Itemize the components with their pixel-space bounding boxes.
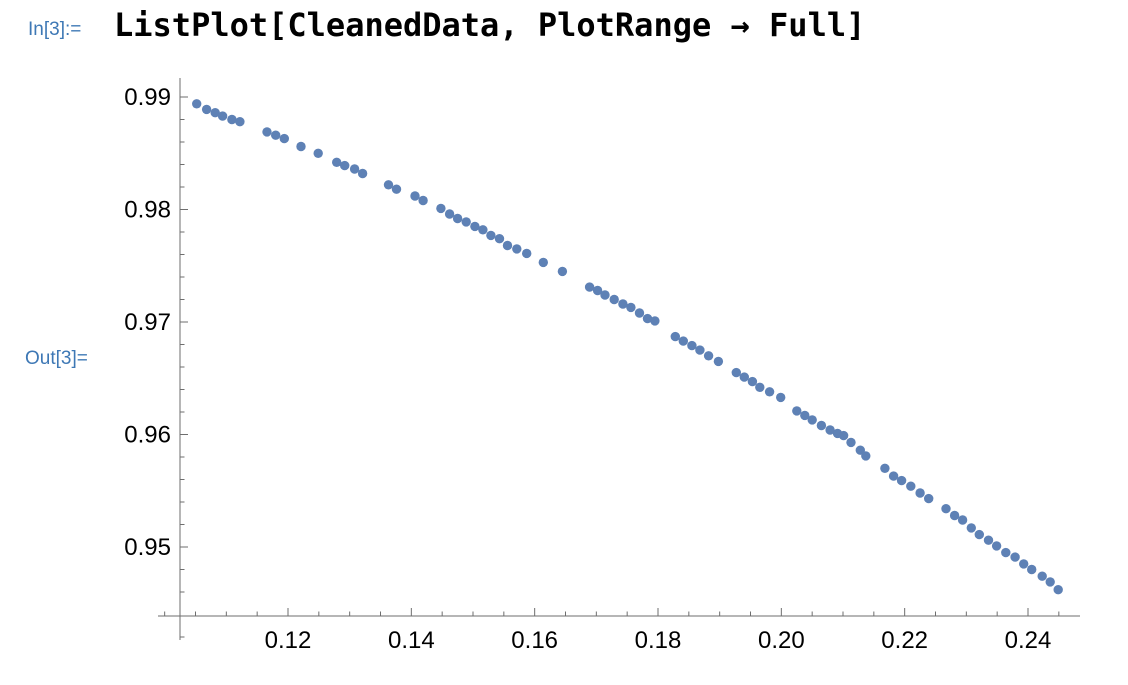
data-point [650, 316, 660, 326]
data-point [444, 209, 455, 219]
data-point [512, 244, 522, 254]
data-point [634, 308, 645, 318]
data-point [279, 133, 289, 144]
data-point [1027, 564, 1037, 575]
data-point [800, 410, 810, 421]
data-point [486, 230, 496, 241]
data-point [861, 451, 871, 461]
data-point [816, 420, 827, 431]
data-point [687, 340, 697, 351]
data-point [747, 376, 758, 387]
data-point [731, 367, 741, 378]
data-point [764, 387, 775, 397]
data-point [825, 425, 835, 435]
data-point [670, 331, 680, 342]
data-point [896, 475, 907, 486]
output-cell-label: Out[3]= [25, 348, 88, 369]
x-tick-label: 0.24 [1005, 627, 1052, 654]
data-point [991, 541, 1002, 551]
data-point [383, 180, 394, 190]
data-point [600, 290, 610, 300]
data-point [776, 392, 786, 403]
x-tick-label: 0.16 [511, 627, 558, 654]
data-point [609, 294, 619, 305]
data-point [357, 168, 368, 179]
data-point [332, 157, 342, 167]
data-point [846, 437, 856, 448]
data-point [974, 529, 984, 540]
data-point [888, 471, 899, 481]
input-cell-label: In[3]:= [28, 19, 82, 40]
x-tick-label: 0.18 [635, 627, 682, 654]
data-point [678, 336, 688, 346]
y-tick-label: 0.95 [124, 534, 171, 561]
data-point [349, 164, 360, 174]
data-point [807, 415, 817, 425]
data-point [1045, 577, 1055, 587]
data-point [217, 111, 228, 121]
y-tick-label: 0.97 [124, 309, 171, 336]
x-tick-label: 0.20 [758, 627, 805, 654]
data-point [966, 523, 976, 533]
data-point [880, 463, 890, 473]
data-point [1010, 552, 1020, 562]
data-point [739, 372, 749, 382]
data-point [340, 160, 350, 171]
data-point [235, 117, 245, 127]
y-tick-label: 0.98 [124, 197, 171, 224]
x-tick-label: 0.22 [881, 627, 928, 654]
data-point [703, 351, 714, 361]
data-point [618, 299, 628, 309]
data-point [262, 127, 272, 137]
data-point [1037, 571, 1047, 581]
data-point [522, 248, 532, 259]
data-point [502, 240, 513, 251]
data-point [626, 302, 636, 313]
data-point [792, 406, 802, 416]
data-point [313, 148, 323, 158]
data-point [695, 345, 705, 355]
data-point [210, 108, 220, 118]
y-tick-label: 0.99 [124, 84, 171, 111]
x-tick-label: 0.12 [265, 627, 312, 654]
x-tick-label: 0.14 [388, 627, 435, 654]
data-point [957, 515, 968, 525]
data-point [1019, 559, 1029, 569]
data-point [201, 104, 212, 115]
data-point [271, 130, 281, 140]
data-point [642, 313, 653, 324]
data-point [1001, 547, 1011, 558]
data-point [915, 488, 925, 498]
data-point [461, 217, 471, 227]
data-point [983, 535, 994, 545]
data-point [713, 356, 724, 367]
data-point [470, 221, 480, 232]
data-point [941, 504, 951, 514]
data-point [296, 141, 306, 152]
data-point [478, 225, 488, 235]
data-point [755, 382, 765, 392]
data-point [227, 114, 237, 125]
input-code-text[interactable]: ListPlot[CleanedData, PlotRange → Full] [114, 6, 866, 44]
data-point [906, 481, 916, 491]
data-point [838, 430, 849, 441]
data-point [391, 184, 402, 194]
data-point [924, 493, 934, 504]
data-point [557, 266, 568, 277]
data-point [410, 191, 420, 201]
data-point [494, 234, 505, 244]
data-point [584, 282, 595, 292]
data-point [192, 99, 202, 109]
data-point [949, 510, 960, 521]
data-point [592, 285, 603, 296]
data-point [452, 213, 463, 224]
data-point [418, 195, 428, 206]
y-tick-label: 0.96 [124, 422, 171, 449]
data-point [436, 203, 446, 214]
data-point [1053, 585, 1063, 595]
data-point [538, 257, 548, 268]
